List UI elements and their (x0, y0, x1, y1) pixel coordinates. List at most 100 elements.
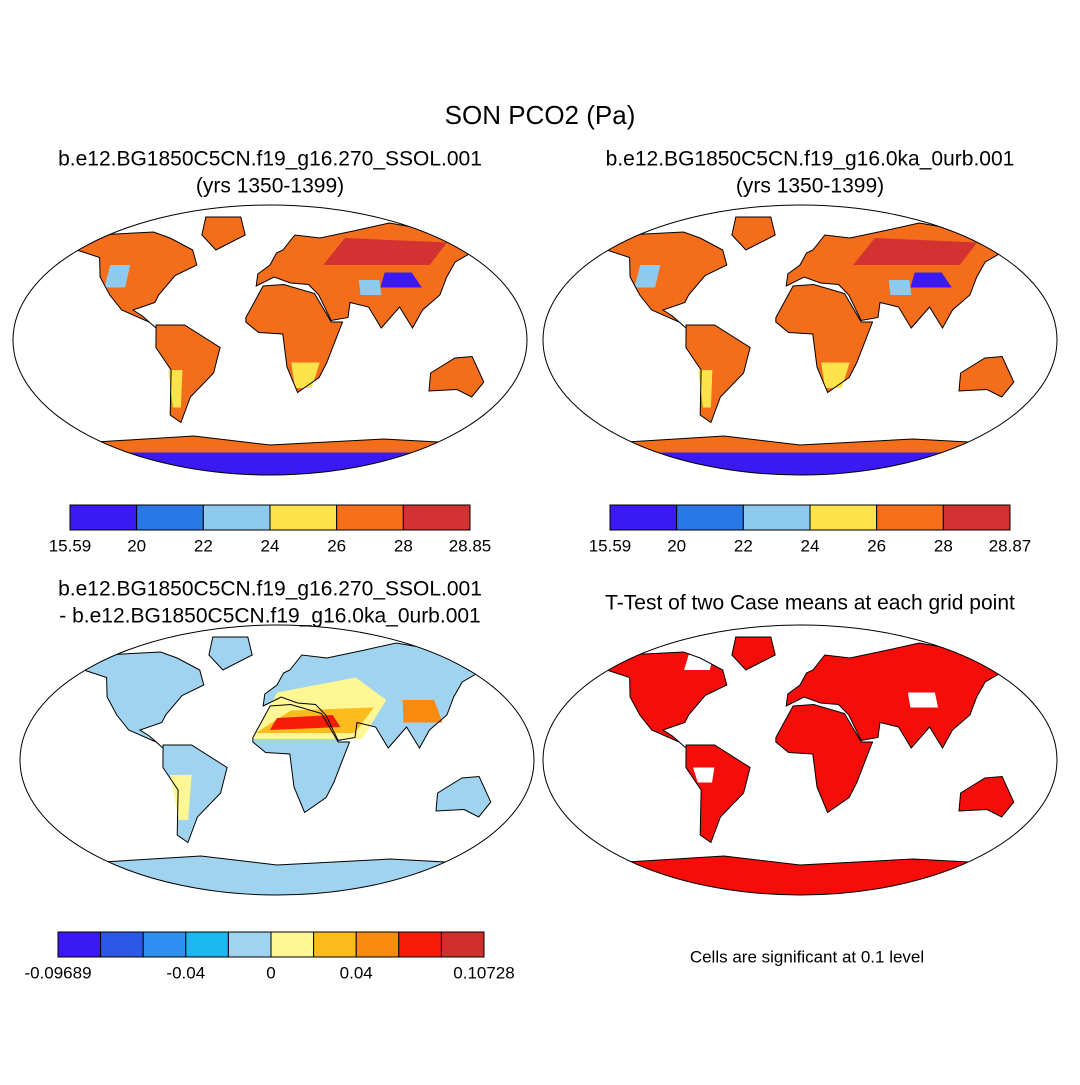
coastline (785, 222, 1027, 329)
colorbar-label: 24 (801, 536, 820, 555)
land (959, 356, 1014, 397)
field-patch (269, 715, 341, 730)
land (959, 776, 1014, 817)
colorbar-box (609, 504, 678, 531)
colorbar-box (942, 504, 1011, 531)
colorbar-label: 0.10728 (453, 963, 514, 982)
colorbar-label: 26 (867, 536, 886, 555)
colorbar-box (269, 504, 338, 531)
land (786, 643, 1025, 748)
map-frame (12, 204, 528, 476)
coastline (588, 231, 728, 329)
land (208, 637, 253, 670)
colorbar-label: 22 (194, 536, 213, 555)
colorbar-box (136, 504, 204, 531)
colorbar-label: 28.87 (989, 536, 1032, 555)
colorbar-box (69, 504, 138, 531)
coastline (252, 703, 351, 814)
land (436, 776, 491, 817)
colorbar-box (876, 504, 944, 531)
colorbar-box (100, 931, 144, 958)
coastline (958, 355, 1015, 398)
colorbar-label: 28 (934, 536, 953, 555)
field-patch (52, 452, 488, 475)
field-patch (910, 272, 952, 288)
coastline (155, 324, 221, 424)
coastline (958, 775, 1015, 818)
land (59, 232, 197, 328)
colorbar-label: 22 (734, 536, 753, 555)
coastline (58, 231, 198, 329)
panel-title: T-Test of two Case means at each grid po… (605, 592, 1015, 615)
coastline (262, 642, 504, 749)
coastline (65, 651, 205, 749)
colorbar-label: 20 (667, 536, 686, 555)
field-patch (104, 265, 131, 288)
coastline (435, 775, 492, 818)
field-patch (634, 265, 661, 288)
field-patch (888, 280, 912, 295)
colorbar-label: 24 (261, 536, 280, 555)
panel-title: (yrs 1350-1399) (736, 175, 884, 198)
field-patch (168, 370, 183, 408)
coastline (428, 355, 485, 398)
panel-title: b.e12.BG1850C5CN.f19_g16.270_SSOL.001 (58, 578, 482, 601)
panel-title: - b.e12.BG1850C5CN.f19_g16.0ka_0urb.001 (59, 605, 480, 628)
land (685, 745, 751, 843)
colorbar-box (313, 931, 357, 958)
colorbar-box (440, 931, 485, 958)
field-patch (853, 238, 977, 265)
field-patch (907, 692, 938, 708)
colorbar-label: -0.09689 (24, 963, 91, 982)
coastline (685, 324, 751, 424)
land (775, 704, 873, 813)
coastline (775, 703, 874, 814)
land (731, 217, 776, 250)
field-patch (380, 272, 422, 288)
land (429, 356, 484, 397)
colorbar-label: 20 (127, 536, 146, 555)
colorbar-box (57, 931, 102, 958)
colorbar-box (227, 931, 272, 958)
colorbar-box (809, 504, 878, 531)
coastline (201, 216, 246, 251)
figure-title: SON PCO2 (Pa) (445, 100, 636, 130)
field-patch (684, 655, 714, 670)
coastline (731, 636, 776, 671)
coastline (685, 744, 751, 844)
map-frame (19, 624, 535, 896)
land (685, 325, 751, 423)
coastline (162, 744, 228, 844)
coastline (588, 651, 728, 749)
field-patch (698, 370, 713, 408)
colorbar-box (270, 931, 315, 958)
land (589, 652, 727, 748)
map (576, 216, 1027, 475)
colorbar-box (336, 504, 404, 531)
field-patch (358, 280, 382, 295)
panel-title: (yrs 1350-1399) (196, 175, 344, 198)
coastline (785, 642, 1027, 749)
field-patch (821, 362, 850, 388)
field-patch (402, 700, 443, 723)
land (66, 652, 204, 748)
field-patch (323, 238, 447, 265)
colorbar-label: 28 (394, 536, 413, 555)
colorbar-label: 15.59 (589, 536, 632, 555)
colorbar-box (202, 504, 271, 531)
colorbar-box (676, 504, 744, 531)
map (576, 636, 1027, 895)
note: Cells are significant at 0.1 level (690, 947, 924, 966)
colorbar-label: 0 (266, 963, 275, 982)
map (53, 636, 504, 895)
land (54, 856, 500, 895)
colorbar-box (185, 931, 229, 958)
coastline (245, 283, 344, 394)
land (589, 232, 727, 328)
land (731, 637, 776, 670)
land (201, 217, 246, 250)
panel-title: b.e12.BG1850C5CN.f19_g16.0ka_0urb.001 (606, 148, 1015, 171)
colorbar-label: 15.59 (49, 536, 92, 555)
coastline (731, 216, 776, 251)
